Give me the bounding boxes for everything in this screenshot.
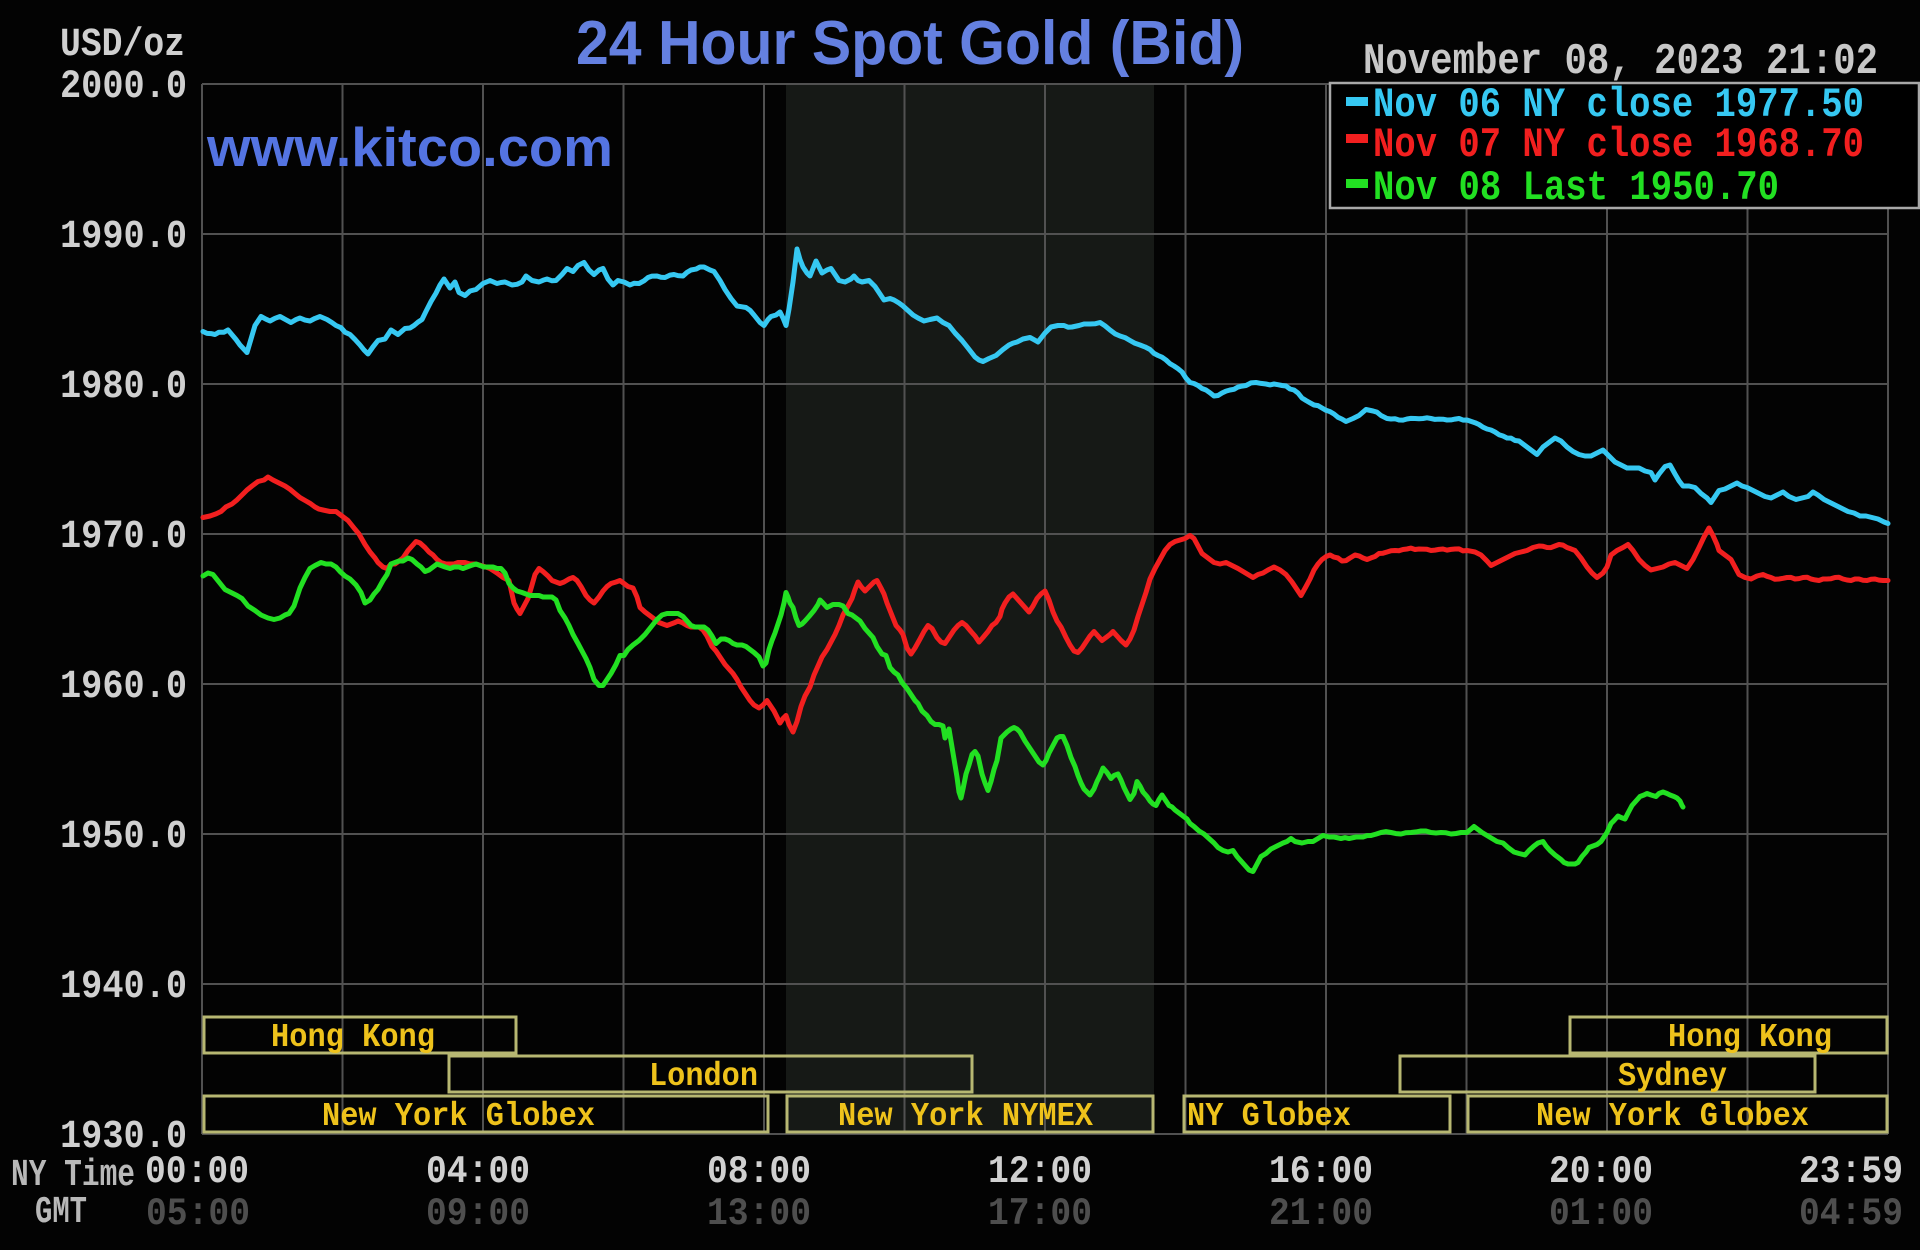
svg-text:New York NYMEX: New York NYMEX [838, 1098, 1093, 1135]
svg-text:1970.0: 1970.0 [60, 515, 187, 560]
svg-text:NY Globex: NY Globex [1187, 1098, 1351, 1135]
svg-text:13:00: 13:00 [707, 1192, 811, 1236]
svg-text:Hong Kong: Hong Kong [271, 1019, 435, 1056]
svg-text:USD/oz: USD/oz [60, 23, 185, 68]
svg-text:New York Globex: New York Globex [1536, 1098, 1809, 1135]
svg-text:24 Hour Spot Gold (Bid): 24 Hour Spot Gold (Bid) [576, 9, 1244, 78]
svg-text:04:59: 04:59 [1799, 1192, 1903, 1236]
svg-text:NY Time: NY Time [11, 1154, 135, 1197]
svg-text:Nov 07 NY close 1968.70: Nov 07 NY close 1968.70 [1373, 121, 1864, 169]
svg-text:November 08, 2023 21:02: November 08, 2023 21:02 [1363, 37, 1878, 87]
svg-text:1980.0: 1980.0 [60, 365, 187, 410]
svg-text:1930.0: 1930.0 [60, 1115, 187, 1160]
svg-text:www.kitco.com: www.kitco.com [206, 116, 613, 178]
svg-text:12:00: 12:00 [988, 1150, 1092, 1194]
svg-text:04:00: 04:00 [426, 1150, 530, 1194]
svg-text:1940.0: 1940.0 [60, 965, 187, 1010]
svg-text:London: London [649, 1058, 758, 1095]
svg-text:23:59: 23:59 [1799, 1150, 1903, 1194]
svg-text:1990.0: 1990.0 [60, 215, 187, 260]
svg-text:08:00: 08:00 [707, 1150, 811, 1194]
svg-text:2000.0: 2000.0 [60, 65, 187, 110]
svg-text:09:00: 09:00 [426, 1192, 530, 1236]
svg-text:00:00: 00:00 [145, 1150, 249, 1194]
svg-text:1960.0: 1960.0 [60, 665, 187, 710]
svg-text:Nov 08 Last 1950.70: Nov 08 Last 1950.70 [1373, 164, 1779, 212]
svg-text:Hong Kong: Hong Kong [1668, 1019, 1832, 1056]
svg-text:01:00: 01:00 [1549, 1192, 1653, 1236]
svg-text:GMT: GMT [35, 1191, 87, 1234]
svg-text:1950.0: 1950.0 [60, 815, 187, 860]
svg-text:05:00: 05:00 [146, 1192, 250, 1236]
svg-text:16:00: 16:00 [1269, 1150, 1373, 1194]
svg-text:20:00: 20:00 [1549, 1150, 1653, 1194]
svg-text:Nov 06 NY close 1977.50: Nov 06 NY close 1977.50 [1373, 81, 1864, 129]
svg-text:New York Globex: New York Globex [322, 1098, 595, 1135]
svg-text:21:00: 21:00 [1269, 1192, 1373, 1236]
svg-text:17:00: 17:00 [988, 1192, 1092, 1236]
svg-text:Sydney: Sydney [1618, 1058, 1727, 1095]
